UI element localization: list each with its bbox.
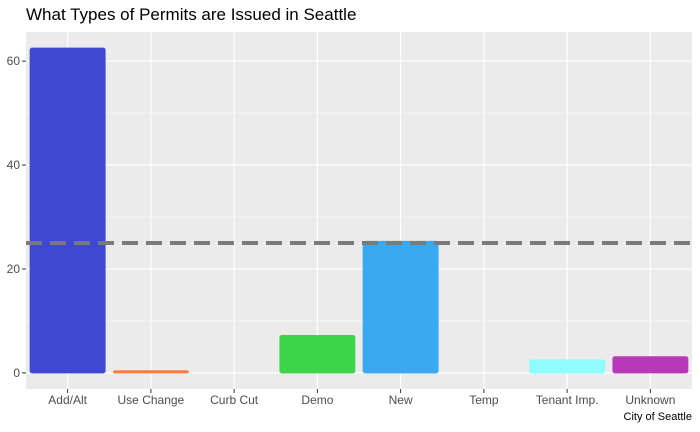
x-tick-label: Temp	[469, 393, 499, 407]
y-tick-label: 60	[7, 54, 21, 68]
bar-add-alt	[29, 47, 106, 374]
bar-unknown	[612, 356, 689, 374]
y-axis: 0 20 40 60	[7, 54, 26, 380]
x-tick-label: New	[389, 393, 413, 407]
x-tick-label: Curb Cut	[210, 393, 259, 407]
bar-demo	[279, 334, 356, 374]
x-tick-label: Use Change	[118, 393, 185, 407]
bars	[29, 47, 689, 374]
x-axis: Add/Alt Use Change Curb Cut Demo New Temp Tena…	[48, 389, 675, 407]
bar-use-change	[112, 370, 189, 374]
chart-title: What Types of Permits are Issued in Seat…	[26, 5, 357, 24]
chart-caption: City of Seattle	[623, 411, 692, 423]
bar-tenant-imp	[529, 359, 606, 374]
x-tick-label: Unknown	[625, 393, 675, 407]
x-tick-label: Tenant Imp.	[536, 393, 599, 407]
x-tick-label: Add/Alt	[48, 393, 87, 407]
minor-gridlines	[26, 112, 692, 322]
y-tick-label: 0	[13, 366, 20, 380]
bar-new	[362, 240, 439, 374]
plot-panel	[26, 32, 692, 389]
x-tick-label: Demo	[301, 393, 333, 407]
y-tick-label: 20	[7, 262, 21, 276]
y-tick-label: 40	[7, 158, 21, 172]
